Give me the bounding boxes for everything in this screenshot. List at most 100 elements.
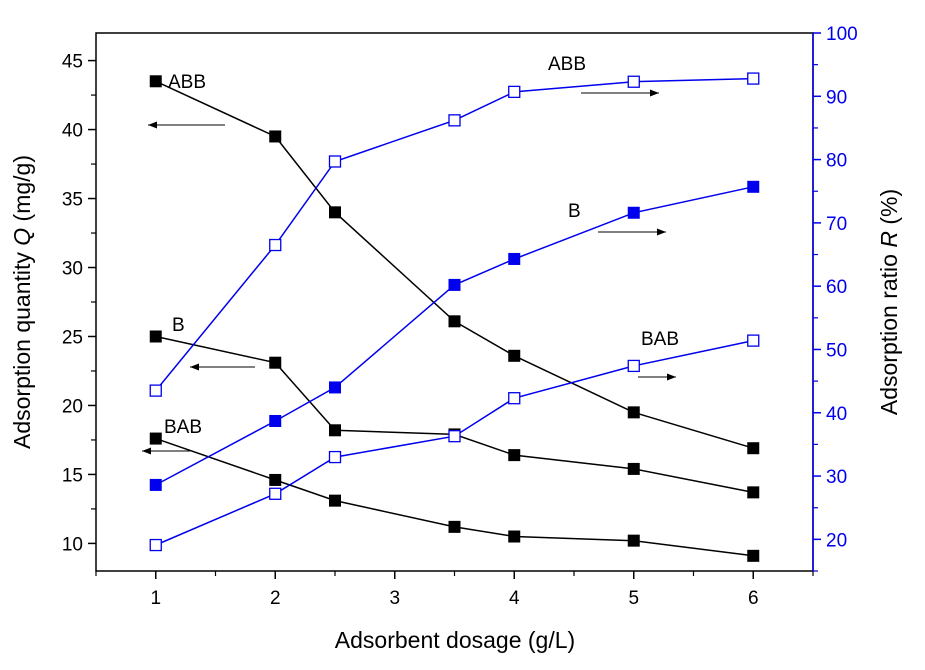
data-point-abb-ratio [269,238,282,252]
annotation-label-b-left: B [172,315,185,336]
x-tick-label: 3 [389,588,400,609]
left-y-axis-title-prefix: Adsorption quantity [9,246,35,449]
x-tick-label: 1 [150,588,161,609]
data-point-b-ratio [627,206,640,219]
data-point-abb-quantity [627,406,640,419]
data-point-b-quantity [508,449,521,462]
data-point-bab-ratio [328,450,342,464]
left-y-tick-label: 30 [62,259,83,280]
data-point-abb-quantity [149,75,162,88]
data-point-bab-ratio [627,359,640,373]
x-axis-ticks: 1 2 3 4 5 6 [95,571,814,609]
series-line-abb-quantity [155,80,754,449]
annotation-label-abb-left: ABB [168,72,206,93]
right-y-tick-label: 60 [826,277,847,298]
right-y-tick-label: 80 [826,151,847,172]
x-tick-label: 2 [270,588,281,609]
series-abb-ratio [149,72,760,397]
left-y-tick-label: 10 [62,534,83,555]
data-point-bab-ratio [508,392,521,405]
right-y-axis-title-variable: R [876,231,902,248]
annotation-label-bab-right: BAB [641,329,679,350]
right-y-tick-label: 90 [826,87,847,108]
data-point-b-ratio [448,278,461,291]
data-point-abb-ratio [149,384,162,397]
data-point-bab-quantity [448,520,461,533]
data-point-abb-ratio [508,85,521,99]
data-point-bab-ratio [747,334,760,347]
data-point-abb-quantity [329,206,341,219]
right-y-tick-label: 30 [826,467,847,488]
data-point-abb-ratio [328,155,342,168]
series-abb-quantity [149,75,760,455]
left-y-axis-title-suffix: (mg/g) [9,155,35,228]
series-line-bab-ratio [155,339,754,546]
x-tick-label: 6 [748,588,759,609]
left-y-tick-label: 45 [62,52,83,73]
right-y-axis-title-prefix: Adsorption ratio [876,248,902,415]
data-point-abb-quantity [448,315,461,328]
series-b-quantity [149,330,760,499]
left-y-axis-title-variable: Q [9,228,35,246]
annotation-arrowhead-abb-right [650,89,659,97]
data-point-abb-ratio [627,75,640,88]
left-y-tick-label: 20 [62,396,83,417]
plot-area-frame [95,32,814,572]
annotation-label-abb-right: ABB [548,54,586,75]
left-y-tick-label: 15 [62,465,83,486]
annotations: ABB B BAB ABB B BAB [142,54,679,455]
right-y-tick-label: 70 [826,214,847,235]
right-y-axis-title: Adsorption ratio R (%) [876,189,902,415]
left-y-tick-label: 25 [62,327,83,348]
series-bab-ratio [149,334,760,552]
series-layer [149,72,760,562]
left-y-tick-label: 35 [62,190,83,211]
right-y-axis-title-suffix: (%) [876,189,902,231]
data-point-bab-ratio [448,430,461,443]
data-point-bab-quantity [269,473,282,486]
data-point-bab-quantity [149,432,162,445]
data-point-bab-quantity [329,494,341,507]
series-b-ratio [149,180,760,491]
data-point-b-ratio [149,478,162,491]
right-y-tick-label: 20 [826,530,847,551]
left-y-tick-label: 40 [62,121,83,142]
right-y-axis-ticks: 20 30 40 50 60 70 80 90 100 [813,24,858,572]
data-point-b-ratio [329,381,341,394]
data-point-bab-quantity [627,534,640,547]
right-y-tick-label: 50 [826,340,847,361]
data-point-abb-quantity [747,442,760,455]
annotation-label-bab-left: BAB [164,417,202,438]
annotation-arrowhead-bab-left [142,447,151,455]
data-point-b-quantity [149,330,162,343]
data-point-abb-quantity [269,130,282,143]
x-tick-label: 4 [509,588,520,609]
data-point-abb-ratio [448,114,461,127]
right-y-tick-label: 40 [826,404,847,425]
x-tick-label: 5 [628,588,639,609]
series-bab-quantity [149,432,760,562]
data-point-b-ratio [508,252,521,265]
data-point-bab-ratio [149,538,162,552]
data-point-b-ratio [747,180,760,193]
annotation-arrowhead-b-left [190,363,199,371]
annotation-arrowhead-bab-right [667,373,676,381]
data-point-b-quantity [269,356,282,369]
series-line-bab-quantity [155,437,754,557]
annotation-arrowhead-b-right [657,228,666,236]
data-point-b-quantity [627,462,640,475]
left-y-axis-title: Adsorption quantity Q (mg/g) [9,155,35,449]
left-y-axis-ticks: 10 15 20 25 30 35 40 45 [62,52,96,555]
annotation-label-b-right: B [568,201,581,222]
data-point-bab-quantity [508,530,521,543]
x-axis-title: Adsorbent dosage (g/L) [335,627,575,653]
annotation-arrowhead-abb-left [148,121,157,129]
data-point-b-quantity [747,486,760,499]
right-y-tick-label: 100 [826,24,858,45]
data-point-abb-ratio [747,72,760,85]
data-point-bab-quantity [747,549,760,562]
data-point-bab-ratio [269,487,282,500]
data-point-b-ratio [269,414,282,427]
data-point-abb-quantity [508,349,521,362]
